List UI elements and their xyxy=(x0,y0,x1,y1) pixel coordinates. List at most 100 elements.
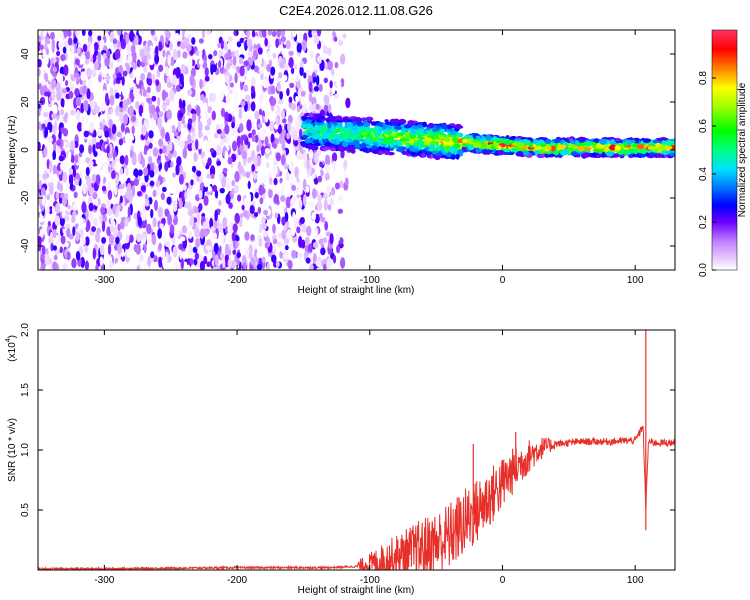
heatmap-cell xyxy=(253,211,259,217)
heatmap-cell xyxy=(254,134,259,143)
heatmap-cell xyxy=(63,64,69,77)
svg-text:(x104): (x104) xyxy=(5,335,18,362)
heatmap-cell xyxy=(44,73,49,83)
heatmap-cell xyxy=(39,96,46,106)
heatmap-cell xyxy=(330,69,335,76)
heatmap-cell xyxy=(65,181,70,189)
heatmap-cell xyxy=(244,94,251,102)
heatmap-cell xyxy=(336,116,341,121)
heatmap-cell xyxy=(133,63,137,70)
heatmap-cell xyxy=(305,257,311,264)
heatmap-cell xyxy=(143,167,149,176)
heatmap-cell xyxy=(169,41,174,51)
heatmap-cell xyxy=(246,119,252,132)
heatmap-cell xyxy=(108,233,114,246)
heatmap-cell xyxy=(261,216,266,224)
heatmap-cell xyxy=(38,58,42,68)
heatmap-cell xyxy=(251,30,256,38)
heatmap-y-label: Frequency (Hz) xyxy=(7,116,18,185)
x-tick-label: -100 xyxy=(360,575,380,586)
heatmap-cell xyxy=(175,163,180,176)
heatmap-cell xyxy=(202,102,208,113)
heatmap-cell xyxy=(249,173,253,184)
x-tick-label: -200 xyxy=(227,275,247,286)
heatmap-cell xyxy=(328,133,335,140)
heatmap-cell xyxy=(206,239,212,247)
heatmap-cell xyxy=(96,227,101,234)
heatmap-cell xyxy=(74,88,80,97)
heatmap-cell xyxy=(38,103,41,109)
heatmap-cell xyxy=(38,179,42,190)
heatmap-cell xyxy=(297,235,303,248)
heatmap-cell xyxy=(261,222,267,230)
heatmap-cell xyxy=(58,131,62,140)
heatmap-cell xyxy=(164,208,170,217)
heatmap-cell xyxy=(76,121,83,132)
heatmap-cell xyxy=(516,141,525,148)
heatmap-cell xyxy=(146,86,151,94)
heatmap-cell xyxy=(457,132,464,138)
heatmap-cell xyxy=(244,231,250,241)
heatmap-cell xyxy=(312,76,317,83)
heatmap-cell xyxy=(337,208,344,214)
heatmap-cell xyxy=(92,53,96,64)
heatmap-cell xyxy=(485,134,492,141)
heatmap-cell xyxy=(277,71,283,79)
heatmap-cell xyxy=(330,147,337,152)
heatmap-cell xyxy=(102,52,107,60)
heatmap-cell xyxy=(104,57,110,67)
heatmap-cell xyxy=(272,165,279,176)
heatmap-cell xyxy=(242,209,248,218)
heatmap-cell xyxy=(39,228,44,238)
heatmap-cell xyxy=(334,36,338,42)
heatmap-cell xyxy=(448,128,454,133)
heatmap-cell xyxy=(271,30,277,38)
heatmap-cell xyxy=(284,245,289,251)
heatmap-cell xyxy=(327,60,333,71)
heatmap-cell xyxy=(324,164,330,174)
heatmap-cell xyxy=(118,64,123,74)
heatmap-cell xyxy=(195,199,200,207)
heatmap-cell xyxy=(168,89,175,101)
heatmap-cell xyxy=(95,174,101,185)
heatmap-cell xyxy=(642,138,651,144)
heatmap-cell xyxy=(532,139,539,144)
heatmap-cell xyxy=(51,90,56,101)
heatmap-cell xyxy=(55,81,61,94)
heatmap-cell xyxy=(94,49,99,56)
heatmap-cell xyxy=(93,41,99,52)
heatmap-cell xyxy=(504,139,512,146)
heatmap-cell xyxy=(72,226,76,236)
heatmap-cell xyxy=(75,96,82,107)
heatmap-cell xyxy=(264,37,268,47)
heatmap-cell xyxy=(52,123,57,135)
heatmap-cell xyxy=(310,116,317,121)
heatmap-cell xyxy=(447,125,455,129)
snr-multiplier: (x104) xyxy=(5,335,18,362)
heatmap-cell xyxy=(192,30,198,36)
y-tick-label: 20 xyxy=(20,96,31,108)
heatmap-cell xyxy=(304,138,313,144)
heatmap-cell xyxy=(109,108,113,115)
heatmap-cell xyxy=(38,42,41,52)
heatmap-cell xyxy=(97,151,103,157)
heatmap-cell xyxy=(229,82,234,88)
heatmap-cell xyxy=(135,34,139,46)
heatmap-cell xyxy=(244,42,248,51)
heatmap-cell xyxy=(217,60,222,69)
heatmap-cell xyxy=(178,164,183,173)
chart-title: C2E4.2026.012.11.08.G26 xyxy=(279,3,433,18)
heatmap-cell xyxy=(301,239,306,249)
heatmap-cell xyxy=(381,137,389,142)
heatmap-cell xyxy=(51,159,56,166)
snr-y-ticks: 2.0 1.5 1.0 0.5 xyxy=(20,323,675,517)
heatmap-cell xyxy=(178,243,184,251)
heatmap-cell xyxy=(426,154,432,158)
heatmap-cell xyxy=(311,144,317,150)
heatmap-cell xyxy=(156,97,161,107)
heatmap-cell xyxy=(112,205,117,215)
heatmap-cell xyxy=(662,149,668,156)
heatmap-cell xyxy=(297,187,303,196)
heatmap-cell xyxy=(403,124,412,129)
heatmap-cell xyxy=(131,228,137,234)
